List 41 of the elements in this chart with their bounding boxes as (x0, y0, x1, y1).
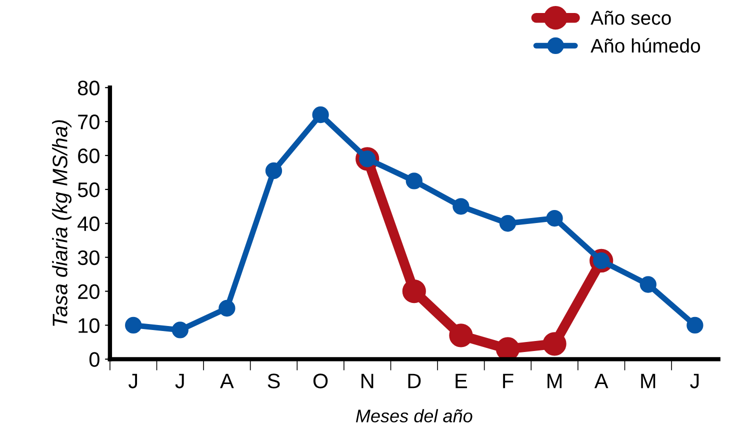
x-tick-label: N (362, 374, 374, 388)
point (686, 316, 704, 334)
x-tick-label: A (594, 374, 608, 388)
point (125, 316, 142, 334)
y-tick-label: 70 (78, 114, 100, 130)
x-tick-label: S (268, 374, 280, 388)
y-tick-label: 0 (89, 352, 100, 367)
point (406, 172, 422, 190)
x-tick-label: F (503, 374, 514, 388)
point (640, 276, 656, 293)
x-tick-label: D (408, 374, 421, 388)
y-tick-label: 30 (78, 250, 100, 266)
point (542, 332, 566, 356)
y-tick-label: 60 (78, 148, 100, 164)
x-tick-label: E (456, 374, 467, 388)
point (546, 210, 563, 227)
point (499, 215, 516, 232)
point (402, 279, 426, 304)
x-tick-label: J (128, 374, 138, 388)
y-tick-label: 80 (78, 80, 100, 96)
x-tick-label: A (220, 374, 234, 388)
point (172, 322, 188, 338)
y-axis-title: Tasa diaria (kg MS/ha) (52, 120, 72, 326)
x-tick-label: O (313, 374, 328, 388)
y-tick-label: 10 (78, 318, 100, 333)
point (449, 324, 473, 348)
y-tick-label: 50 (78, 182, 100, 198)
point (452, 198, 470, 215)
point (265, 162, 282, 180)
legend-label: Año seco (590, 10, 671, 25)
x-tick-label: M (548, 374, 562, 388)
x-tick-label: M (641, 374, 656, 388)
x-axis-title: Meses del año (356, 409, 472, 422)
x-tick-label: J (690, 374, 699, 388)
point (496, 337, 520, 360)
point (218, 300, 236, 317)
x-tick-label: J (175, 374, 184, 388)
point (312, 106, 329, 124)
y-tick-label: 40 (78, 216, 100, 232)
legend-label: Año húmedo (590, 38, 700, 53)
y-tick-label: 20 (78, 284, 100, 300)
